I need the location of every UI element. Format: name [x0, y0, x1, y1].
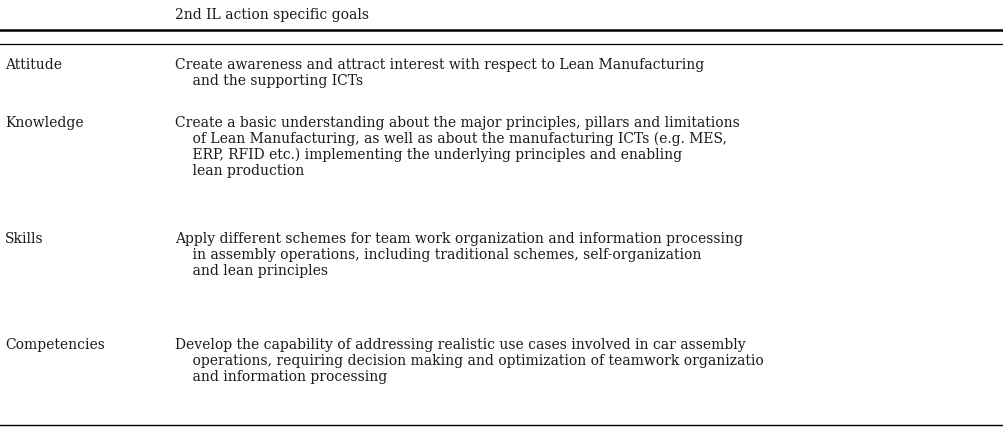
Text: and information processing: and information processing — [175, 370, 387, 384]
Text: Knowledge: Knowledge — [5, 116, 83, 130]
Text: 2nd IL action specific goals: 2nd IL action specific goals — [175, 8, 369, 22]
Text: Develop the capability of addressing realistic use cases involved in car assembl: Develop the capability of addressing rea… — [175, 338, 745, 352]
Text: Skills: Skills — [5, 232, 43, 246]
Text: and the supporting ICTs: and the supporting ICTs — [175, 74, 363, 88]
Text: and lean principles: and lean principles — [175, 264, 328, 278]
Text: Competencies: Competencies — [5, 338, 104, 352]
Text: of Lean Manufacturing, as well as about the manufacturing ICTs (e.g. MES,: of Lean Manufacturing, as well as about … — [175, 132, 726, 146]
Text: in assembly operations, including traditional schemes, self-organization: in assembly operations, including tradit… — [175, 248, 701, 262]
Text: Create a basic understanding about the major principles, pillars and limitations: Create a basic understanding about the m… — [175, 116, 739, 130]
Text: Create awareness and attract interest with respect to Lean Manufacturing: Create awareness and attract interest wi… — [175, 58, 703, 72]
Text: Apply different schemes for team work organization and information processing: Apply different schemes for team work or… — [175, 232, 742, 246]
Text: lean production: lean production — [175, 164, 304, 178]
Text: Attitude: Attitude — [5, 58, 62, 72]
Text: operations, requiring decision making and optimization of teamwork organizatio: operations, requiring decision making an… — [175, 354, 763, 368]
Text: ERP, RFID etc.) implementing the underlying principles and enabling: ERP, RFID etc.) implementing the underly… — [175, 148, 681, 163]
